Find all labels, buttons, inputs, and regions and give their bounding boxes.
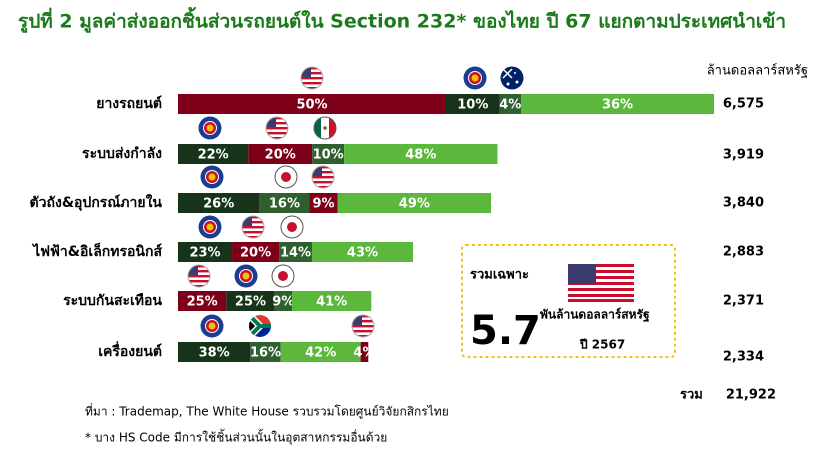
callout-year: ปี 2567 bbox=[579, 338, 625, 352]
bar-segment bbox=[178, 342, 251, 362]
footnote: * บาง HS Code มีการใช้ชิ้นส่วนนั้นในอุตส… bbox=[85, 429, 387, 446]
bar-segment bbox=[360, 342, 369, 362]
segment-label: 25% bbox=[187, 295, 218, 310]
sum-label: รวม bbox=[680, 388, 703, 403]
chart-title: รูปที่ 2 มูลค่าส่งออกชิ้นส่วนรถยนต์ใน Se… bbox=[18, 7, 786, 34]
bar-segment bbox=[521, 94, 714, 114]
bar-segment bbox=[280, 342, 361, 362]
segment-label: 20% bbox=[240, 246, 271, 261]
segment-label: 41% bbox=[316, 295, 347, 310]
segment-label: 38% bbox=[199, 346, 230, 361]
bar-segment bbox=[337, 193, 492, 213]
bar-segment bbox=[178, 193, 260, 213]
us-flag bbox=[568, 264, 634, 302]
segment-label: 26% bbox=[203, 197, 234, 212]
segment-label: 42% bbox=[305, 346, 336, 361]
segment-label: 4% bbox=[353, 346, 375, 361]
source: ที่มา : Trademap, The White House รวบรวม… bbox=[85, 403, 449, 420]
total-label: 2,371 bbox=[723, 294, 764, 309]
bar-segment bbox=[259, 193, 310, 213]
category-label: เครื่องยนต์ bbox=[98, 341, 162, 360]
bar-segment bbox=[178, 242, 233, 262]
callout-value: 5.7 bbox=[470, 308, 541, 354]
bar-segment bbox=[309, 193, 338, 213]
category-label: ยางรถยนต์ bbox=[96, 95, 162, 112]
segment-label: 36% bbox=[602, 98, 633, 113]
segment-label: 49% bbox=[399, 197, 430, 212]
category-label: ตัวถัง&อุปกรณ์ภายใน bbox=[30, 193, 163, 211]
segment-label: 20% bbox=[265, 148, 296, 163]
segment-label: 16% bbox=[269, 197, 300, 212]
total-label: 6,575 bbox=[723, 97, 764, 112]
bar-segment bbox=[178, 94, 446, 114]
callout-box bbox=[461, 244, 676, 358]
category-label: ไฟฟ้า&อิเล็กทรอนิกส์ bbox=[31, 242, 162, 260]
total-label: 2,883 bbox=[723, 245, 764, 260]
segment-label: 4% bbox=[499, 98, 521, 113]
segment-label: 50% bbox=[296, 98, 327, 113]
segment-label: 10% bbox=[457, 98, 488, 113]
bar-segment bbox=[446, 94, 500, 114]
segment-label: 9% bbox=[313, 197, 335, 212]
bar-segment bbox=[178, 291, 227, 311]
segment-label: 14% bbox=[280, 246, 311, 261]
total-label: 2,334 bbox=[723, 350, 764, 365]
segment-label: 10% bbox=[313, 148, 344, 163]
total-label: 3,919 bbox=[723, 148, 764, 163]
sum-value: 21,922 bbox=[726, 388, 776, 403]
bar-segment bbox=[226, 291, 275, 311]
callout: รวมเฉพาะ 5.7 พันล้านดอลลาร์สหรัฐ ปี 2567 bbox=[461, 244, 676, 358]
total-label: 3,840 bbox=[723, 196, 764, 211]
segment-label: 9% bbox=[272, 295, 294, 310]
bar-segment bbox=[248, 144, 313, 164]
segment-label: 25% bbox=[235, 295, 266, 310]
bar-segment bbox=[499, 94, 522, 114]
segment-label: 43% bbox=[347, 246, 378, 261]
bar-segment bbox=[312, 144, 345, 164]
bar-segment bbox=[250, 342, 281, 362]
bar-segment bbox=[279, 242, 312, 262]
callout-unit: พันล้านดอลลาร์สหรัฐ bbox=[540, 308, 650, 323]
category-label: ระบบส่งกำลัง bbox=[82, 146, 162, 162]
segment-label: 48% bbox=[405, 148, 436, 163]
segment-label: 16% bbox=[250, 346, 281, 361]
bar-segment bbox=[274, 291, 293, 311]
category-label: ระบบกันสะเทือน bbox=[63, 293, 162, 309]
bar-segment bbox=[344, 144, 498, 164]
callout-heading: รวมเฉพาะ bbox=[470, 268, 529, 283]
unit-label: ล้านดอลลาร์สหรัฐ bbox=[707, 63, 808, 79]
bar-segment bbox=[311, 242, 414, 262]
segment-label: 23% bbox=[189, 246, 220, 261]
bar-segment bbox=[232, 242, 280, 262]
segment-label: 22% bbox=[198, 148, 229, 163]
bar-segment bbox=[292, 291, 372, 311]
bar-segment bbox=[178, 144, 249, 164]
